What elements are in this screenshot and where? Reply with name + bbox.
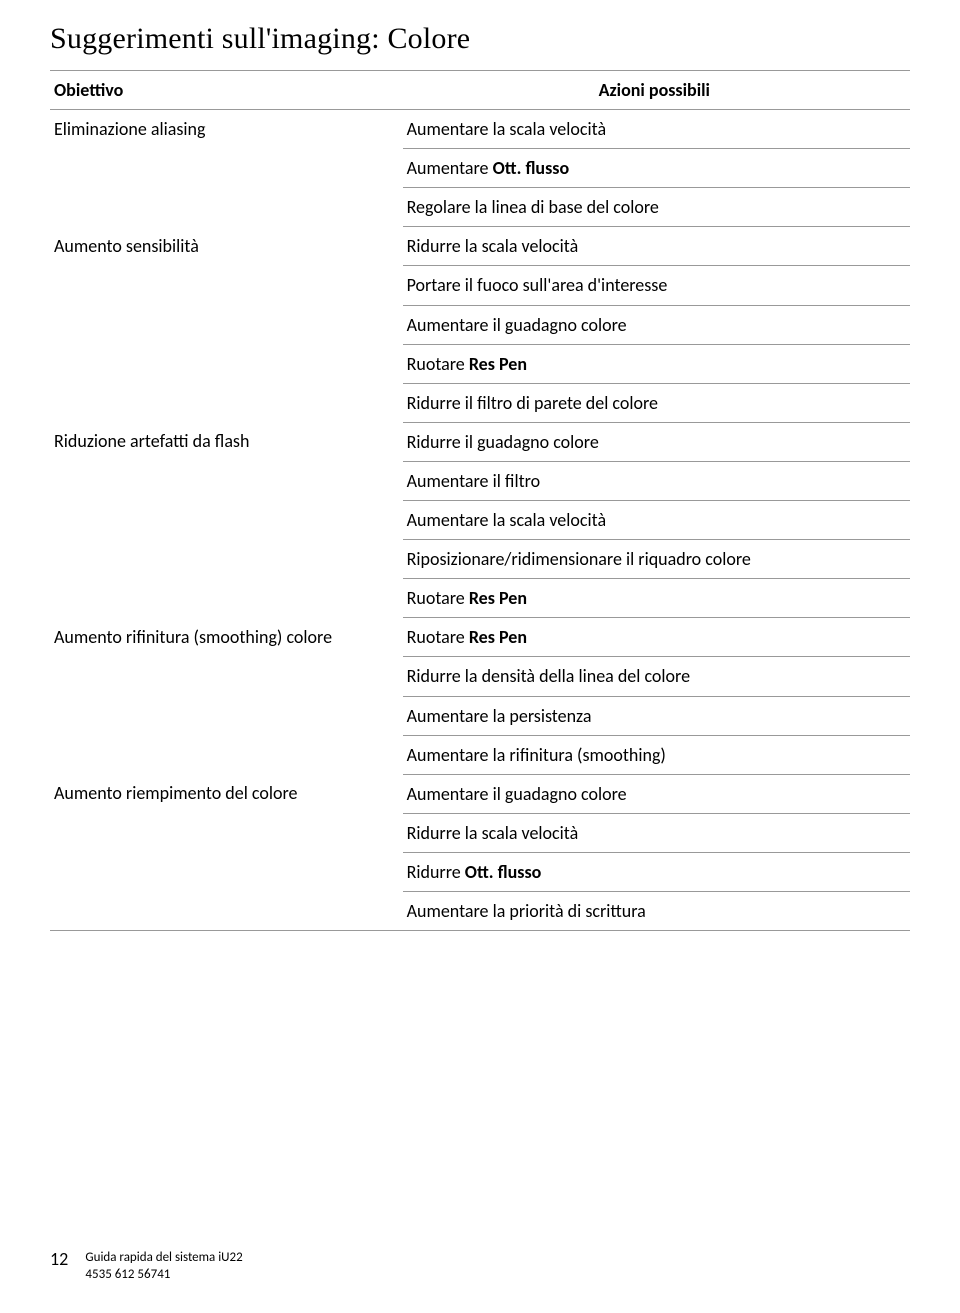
tips-table: Obiettivo Azioni possibili Eliminazione … (50, 70, 910, 931)
action-cell: Ridurre la densità della linea del color… (403, 657, 910, 696)
action-cell: Regolare la linea di base del colore (403, 188, 910, 227)
column-header-actions: Azioni possibili (403, 71, 910, 110)
table-row: Aumento riempimento del coloreAumentare … (50, 774, 910, 813)
action-cell: Aumentare la rifinitura (smoothing) (403, 735, 910, 774)
goal-cell (50, 461, 403, 500)
action-cell: Ruotare Res Pen (403, 618, 910, 657)
table-row: Aumentare il filtro (50, 461, 910, 500)
page-footer: 12 Guida rapida del sistema iU22 4535 61… (50, 1249, 243, 1283)
goal-cell (50, 696, 403, 735)
goal-cell (50, 540, 403, 579)
action-cell: Riposizionare/ridimensionare il riquadro… (403, 540, 910, 579)
goal-cell (50, 579, 403, 618)
table-row: Ruotare Res Pen (50, 344, 910, 383)
action-cell: Aumentare il guadagno colore (403, 305, 910, 344)
goal-cell (50, 383, 403, 422)
table-row: Riduzione artefatti da flashRidurre il g… (50, 422, 910, 461)
table-row: Aumentare la rifinitura (smoothing) (50, 735, 910, 774)
action-cell: Ridurre il filtro di parete del colore (403, 383, 910, 422)
footer-doc-title: Guida rapida del sistema iU22 (85, 1250, 242, 1265)
action-cell: Aumentare Ott. flusso (403, 149, 910, 188)
goal-cell (50, 813, 403, 852)
table-row: Riposizionare/ridimensionare il riquadro… (50, 540, 910, 579)
goal-cell (50, 891, 403, 930)
goal-cell (50, 735, 403, 774)
goal-cell: Riduzione artefatti da flash (50, 422, 403, 461)
goal-cell (50, 149, 403, 188)
goal-cell (50, 266, 403, 305)
goal-cell (50, 657, 403, 696)
goal-cell (50, 501, 403, 540)
goal-cell: Aumento riempimento del colore (50, 774, 403, 813)
table-row: Aumentare la scala velocità (50, 501, 910, 540)
action-cell: Aumentare la persistenza (403, 696, 910, 735)
footer-doc-number: 4535 612 56741 (85, 1267, 170, 1282)
goal-cell: Eliminazione aliasing (50, 110, 403, 149)
table-row: Ridurre Ott. flusso (50, 852, 910, 891)
table-row: Ridurre la densità della linea del color… (50, 657, 910, 696)
action-cell: Ridurre il guadagno colore (403, 422, 910, 461)
table-row: Ruotare Res Pen (50, 579, 910, 618)
page-title: Suggerimenti sull'imaging: Colore (50, 22, 910, 56)
table-row: Aumentare la priorità di scrittura (50, 891, 910, 930)
goal-cell (50, 852, 403, 891)
action-cell: Ruotare Res Pen (403, 579, 910, 618)
goal-cell: Aumento rifinitura (smoothing) colore (50, 618, 403, 657)
table-row: Aumentare Ott. flusso (50, 149, 910, 188)
action-cell: Ruotare Res Pen (403, 344, 910, 383)
goal-cell: Aumento sensibilità (50, 227, 403, 266)
table-row: Aumentare il guadagno colore (50, 305, 910, 344)
action-cell: Aumentare la scala velocità (403, 110, 910, 149)
table-row: Ridurre la scala velocità (50, 813, 910, 852)
action-cell: Ridurre la scala velocità (403, 813, 910, 852)
action-cell: Ridurre la scala velocità (403, 227, 910, 266)
table-row: Regolare la linea di base del colore (50, 188, 910, 227)
goal-cell (50, 344, 403, 383)
table-row: Eliminazione aliasingAumentare la scala … (50, 110, 910, 149)
goal-cell (50, 188, 403, 227)
action-cell: Aumentare la priorità di scrittura (403, 891, 910, 930)
page-number: 12 (50, 1249, 68, 1271)
action-cell: Aumentare la scala velocità (403, 501, 910, 540)
table-row: Aumentare la persistenza (50, 696, 910, 735)
table-row: Portare il fuoco sull'area d'interesse (50, 266, 910, 305)
table-row: Aumento sensibilitàRidurre la scala velo… (50, 227, 910, 266)
table-row: Aumento rifinitura (smoothing) coloreRuo… (50, 618, 910, 657)
action-cell: Ridurre Ott. flusso (403, 852, 910, 891)
goal-cell (50, 305, 403, 344)
action-cell: Aumentare il filtro (403, 461, 910, 500)
table-row: Ridurre il filtro di parete del colore (50, 383, 910, 422)
action-cell: Portare il fuoco sull'area d'interesse (403, 266, 910, 305)
column-header-goal: Obiettivo (50, 71, 403, 110)
action-cell: Aumentare il guadagno colore (403, 774, 910, 813)
